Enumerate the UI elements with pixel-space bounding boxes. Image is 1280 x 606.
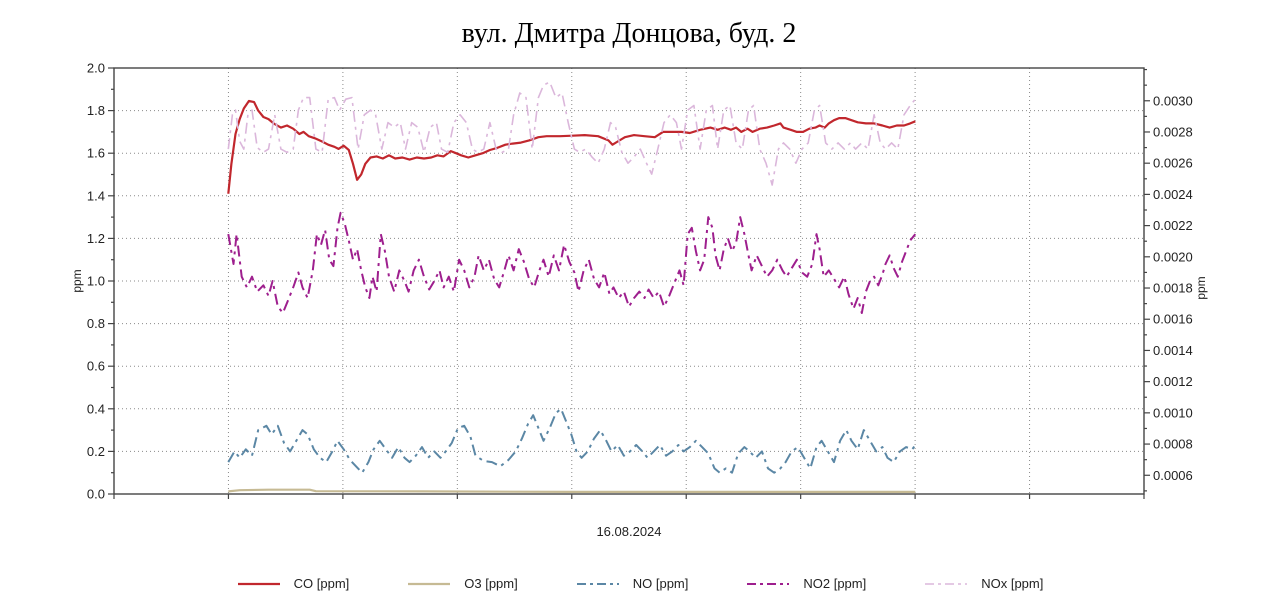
legend-label-no-ppm: NO [ppm] <box>632 576 689 591</box>
legend-swatch-co-ppm <box>237 582 280 585</box>
legend-item-no-ppm: NO [ppm] <box>576 576 689 591</box>
right-axis-tick-label: 0.0006 <box>1153 468 1193 483</box>
left-axis-tick-label: 0.6 <box>87 359 105 374</box>
left-axis-tick-label: 0.2 <box>87 444 105 459</box>
series-line-no-ppm <box>227 407 917 474</box>
legend-swatch-nox-ppm <box>925 582 968 585</box>
left-axis-tick-label: 2.0 <box>87 61 105 76</box>
legend-swatch-o3-ppm <box>408 582 451 585</box>
left-axis-title: ppm <box>70 269 84 293</box>
legend-item-nox-ppm: NOx [ppm] <box>924 576 1043 591</box>
legend-label-co-ppm: CO [ppm] <box>293 576 350 591</box>
legend-item-o3-ppm: O3 [ppm] <box>407 576 518 591</box>
series-line-nox-ppm <box>227 81 916 186</box>
legend-swatch-no-ppm <box>576 582 619 585</box>
series-line-co-ppm <box>227 99 916 194</box>
right-axis-tick-label: 0.0024 <box>1153 187 1193 202</box>
left-axis-tick-label: 1.0 <box>87 274 105 289</box>
chart-legend: CO [ppm] O3 [ppm] NO [ppm] NO2 [ppm] NOx [pp… <box>0 576 1280 591</box>
right-axis-tick-label: 0.0008 <box>1153 437 1193 452</box>
x-axis-date-label: 16.08.2024 <box>596 524 662 539</box>
right-axis-title: ppm <box>1194 276 1208 300</box>
legend-swatch-no2-ppm <box>747 582 790 585</box>
right-axis-tick-label: 0.0016 <box>1153 312 1193 327</box>
left-axis-tick-label: 1.2 <box>87 231 105 246</box>
right-axis-tick-label: 0.0020 <box>1153 249 1193 264</box>
series-line-no2-ppm <box>227 211 917 314</box>
legend-label-o3-ppm: O3 [ppm] <box>464 576 518 591</box>
right-axis-tick-label: 0.0018 <box>1153 281 1193 296</box>
right-axis-tick-label: 0.0010 <box>1153 405 1193 420</box>
left-axis-tick-label: 1.8 <box>87 103 105 118</box>
left-axis-tick-label: 0.8 <box>87 316 105 331</box>
left-axis-tick-label: 1.6 <box>87 146 105 161</box>
right-axis-tick-label: 0.0026 <box>1153 156 1193 171</box>
right-axis-tick-label: 0.0022 <box>1153 218 1193 233</box>
legend-item-co-ppm: CO [ppm] <box>237 576 350 591</box>
legend-label-no2-ppm: NO2 [ppm] <box>803 576 867 591</box>
right-axis-tick-label: 0.0030 <box>1153 93 1193 108</box>
legend-label-nox-ppm: NOx [ppm] <box>981 576 1044 591</box>
chart-title: вул. Дмитра Донцова, буд. 2 <box>461 18 797 49</box>
right-axis-tick-label: 0.0012 <box>1153 374 1193 389</box>
right-axis-tick-label: 0.0014 <box>1153 343 1193 358</box>
left-axis-tick-label: 0.0 <box>87 487 105 502</box>
legend-item-no2-ppm: NO2 [ppm] <box>746 576 866 591</box>
left-axis-tick-label: 0.4 <box>87 401 105 416</box>
left-axis-tick-label: 1.4 <box>87 188 105 203</box>
series-line-o3-ppm <box>228 488 916 493</box>
right-axis-tick-label: 0.0028 <box>1153 124 1193 139</box>
